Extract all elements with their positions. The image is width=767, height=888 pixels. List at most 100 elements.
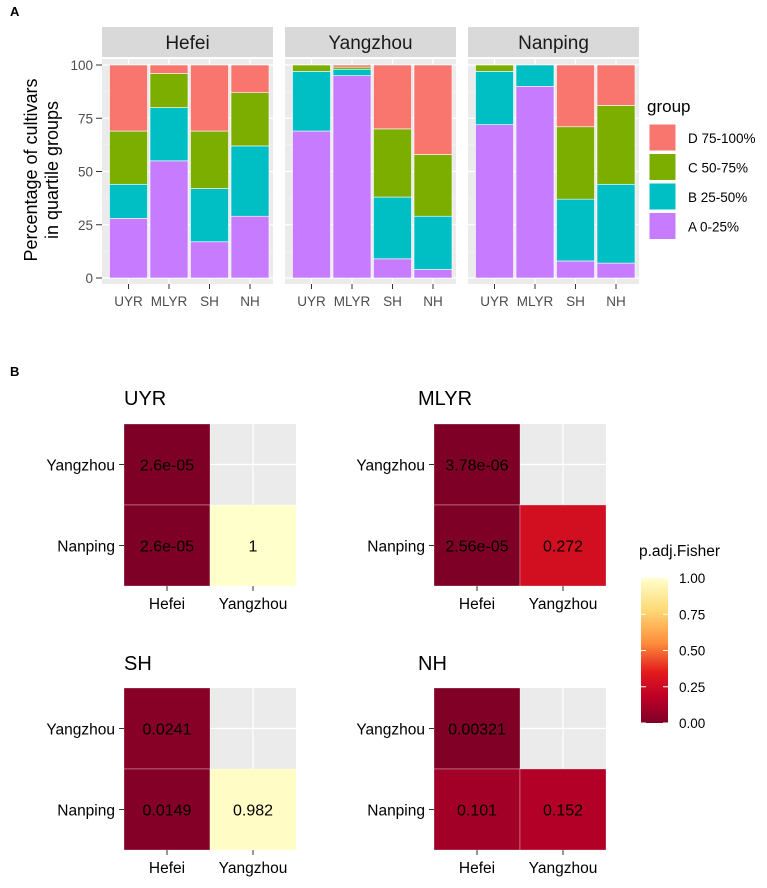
heatmap-x-tick-label: Hefei [459, 860, 495, 877]
x-tick-label: UYR [114, 294, 143, 309]
bar-segment [149, 73, 189, 108]
bar-segment [109, 64, 148, 132]
x-tick-label: MLYR [151, 294, 188, 309]
heatmap-y-tick-label: Nanping [57, 539, 115, 556]
bar-segment [475, 124, 514, 279]
bar-segment [556, 198, 595, 262]
heatmap-cell-label: 0.982 [233, 803, 273, 820]
heatmap-y-tick-label: Nanping [367, 539, 425, 556]
heatmap-cell [123, 423, 211, 506]
heatmap-x-tick-label: Hefei [149, 596, 185, 613]
facet-strip-label: Nanping [518, 33, 589, 54]
heatmap-cell [123, 768, 211, 851]
bar-segment [596, 105, 636, 185]
facet-strip-label: Yangzhou [328, 33, 412, 54]
bar-segment [373, 258, 412, 279]
bar-segment [230, 92, 270, 147]
heatmap-title: SH [124, 653, 152, 675]
facet-strip [102, 27, 273, 57]
bar-segment [413, 64, 453, 155]
heatmap-cell [209, 504, 297, 587]
bar-segment [596, 262, 636, 279]
bar-segment [373, 128, 412, 198]
bar-segment [332, 64, 372, 68]
heatmap-title: MLYR [418, 388, 472, 410]
bar-segment [292, 64, 331, 72]
x-tick-label: NH [423, 294, 443, 309]
bar-segment [332, 68, 372, 76]
heatmap-y-tick-label: Yangzhou [356, 458, 425, 475]
legend-label: A 0-25% [688, 220, 739, 235]
heatmap-title: NH [418, 653, 447, 675]
x-tick-label: MLYR [517, 294, 554, 309]
heatmap-cell [519, 504, 607, 587]
legend-key [648, 153, 677, 181]
facet-strip-label: Hefei [165, 33, 209, 54]
legend-label: B 25-50% [688, 190, 747, 205]
bar-segment [292, 71, 331, 132]
heatmap-x-tick-label: Hefei [149, 860, 185, 877]
heatmap-x-tick-label: Yangzhou [219, 596, 288, 613]
bar-segment [596, 183, 636, 264]
legend-label: C 50-75% [688, 161, 748, 176]
heatmap-cell-label: 0.00321 [448, 722, 506, 739]
heatmap-y-tick-label: Yangzhou [46, 458, 115, 475]
heatmap-cell-label: 0.0241 [143, 722, 192, 739]
legend-key [648, 212, 677, 240]
bar-segment [149, 160, 189, 279]
heatmap-cell-label: 2.56e-05 [445, 539, 508, 556]
heatmap-x-tick-label: Yangzhou [529, 596, 598, 613]
bar-segment [556, 126, 595, 200]
heatmap-title: UYR [124, 388, 166, 410]
bar-segment [109, 130, 148, 185]
bar-segment [190, 130, 229, 189]
bar-segment [596, 64, 636, 106]
bar-segment [373, 196, 412, 260]
x-tick-label: SH [383, 294, 402, 309]
figure-label-a: A [10, 4, 20, 19]
heatmap-cell [433, 504, 521, 587]
colorbar-title: p.adj.Fisher [639, 543, 720, 560]
bar-segment [149, 64, 189, 74]
y-axis-label-line: Percentage of cultivars [21, 78, 41, 261]
colorbar-tick-label: 0.75 [679, 607, 705, 622]
figure-label-b: B [10, 364, 19, 379]
heatmap-cell [519, 768, 607, 851]
bar-segment [556, 64, 595, 128]
heatmap-y-tick-label: Nanping [367, 803, 425, 820]
bar-segment [109, 183, 148, 219]
bar-segment [475, 71, 514, 125]
bar-segment [292, 130, 331, 279]
bar-segment [515, 64, 555, 87]
legend-title: group [647, 97, 690, 116]
bar-segment [190, 64, 229, 132]
x-tick-label: SH [200, 294, 219, 309]
heatmap-cell-label: 0.272 [543, 539, 583, 556]
heatmap-cell-label: 3.78e-06 [445, 458, 508, 475]
bar-segment [230, 145, 270, 217]
bar-segment [190, 188, 229, 243]
y-axis-label-line: in quartile groups [42, 101, 62, 239]
y-tick-label: 0 [85, 271, 93, 286]
bar-segment [230, 215, 270, 279]
x-tick-label: UYR [297, 294, 326, 309]
legend-label: D 75-100% [688, 131, 756, 146]
bar-segment [413, 269, 453, 279]
heatmap-cell-label: 2.6e-05 [140, 458, 194, 475]
bar-segment [109, 218, 148, 279]
y-tick-label: 50 [78, 165, 93, 180]
heatmap-x-tick-label: Yangzhou [219, 860, 288, 877]
bar-segment [190, 241, 229, 279]
bar-segment [332, 75, 372, 279]
heatmap-y-tick-label: Yangzhou [46, 722, 115, 739]
facet-strip [468, 27, 639, 57]
heatmap-x-tick-label: Hefei [459, 596, 495, 613]
bar-segment [475, 64, 514, 72]
heatmap-cell [123, 687, 211, 770]
bar-segment [413, 215, 453, 270]
legend-key [648, 123, 677, 152]
facet-strip [285, 27, 456, 57]
colorbar-tick-label: 0.25 [679, 680, 705, 695]
heatmap-cell-label: 0.0149 [143, 803, 192, 820]
bar-segment [332, 66, 372, 70]
